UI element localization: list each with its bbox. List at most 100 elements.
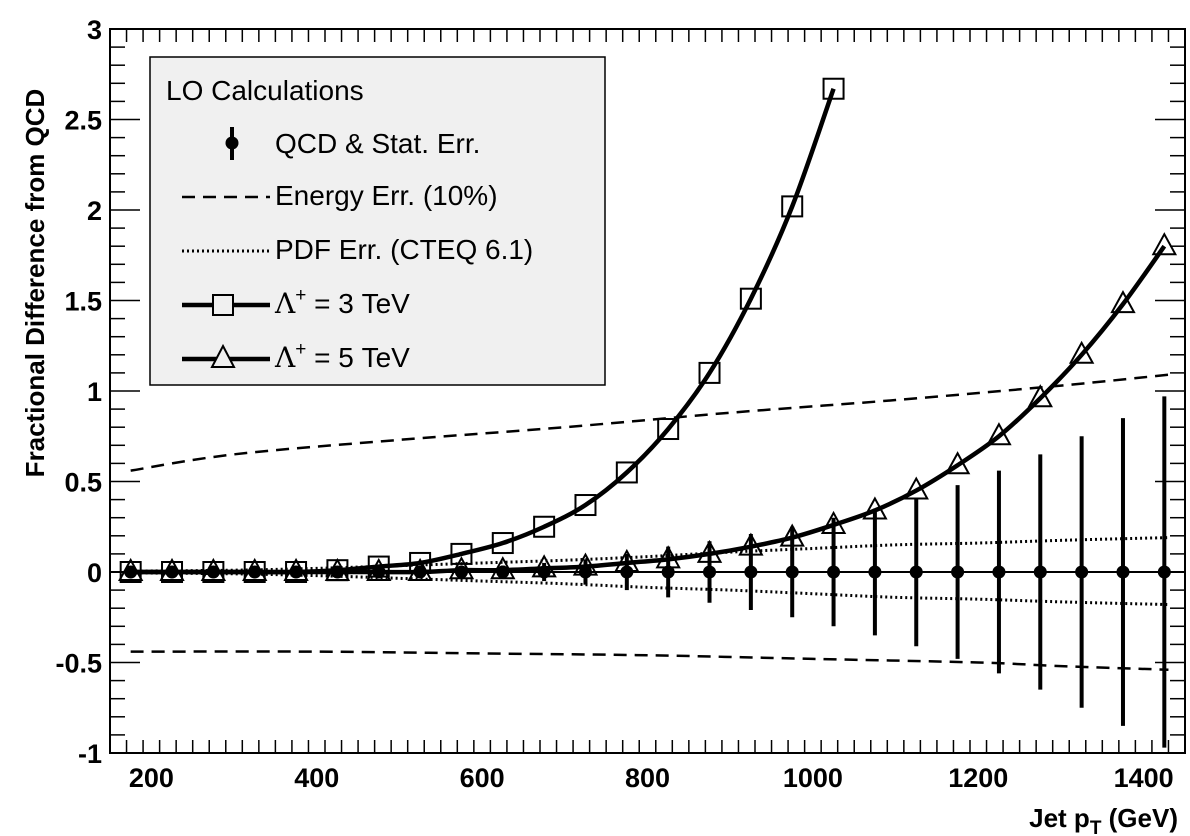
x-axis-title-suffix: (GeV): [1101, 803, 1178, 833]
qcd-point: [909, 565, 923, 579]
x-tick-label: 800: [625, 763, 670, 793]
legend-energy-label: Energy Err. (10%): [275, 180, 498, 211]
lam5-marker: [696, 539, 723, 563]
legend-lam5-symbol: Λ: [274, 341, 296, 374]
series-energy-lower: [130, 650, 1169, 671]
y-tick-label: 1.5: [64, 287, 102, 317]
qcd-point: [992, 565, 1006, 579]
lam5-marker: [407, 557, 433, 581]
qcd-point: [785, 565, 799, 579]
y-tick-label: 0: [87, 558, 102, 588]
qcd-point: [620, 565, 634, 579]
lam3-marker: [781, 195, 804, 218]
legend-lam3-text: = 3 TeV: [306, 288, 410, 319]
lam3-marker: [698, 361, 721, 384]
lam5-marker: [779, 523, 805, 547]
legend-lam5-label: Λ+ = 5 TeV: [274, 339, 410, 374]
y-tick-label: 2.5: [64, 106, 102, 136]
lam3-marker: [367, 555, 390, 578]
legend-lam3-sup: +: [295, 285, 306, 306]
y-tick-label: -0.5: [55, 649, 102, 679]
lam5-marker: [490, 556, 516, 580]
lam5-marker: [1068, 340, 1095, 364]
lam3-marker: [822, 77, 845, 100]
lam5-marker: [655, 545, 681, 569]
legend-entry-lam3: Λ+ = 3 TeV: [182, 285, 410, 320]
axes: 200 400 600 800 1000 1200 1400 -1 -0.5 0 0.5 1 1.5 2 2…: [55, 15, 1186, 793]
lam3-marker: [657, 418, 680, 441]
qcd-point: [868, 565, 882, 579]
legend-lam5-sup: +: [295, 339, 306, 360]
plot-content: [110, 77, 1185, 748]
lam5-marker: [944, 451, 971, 475]
lam5-marker: [572, 552, 599, 576]
lam5-marker: [448, 556, 475, 580]
qcd-point: [1116, 565, 1130, 579]
legend-entry-qcd: QCD & Stat. Err.: [225, 127, 480, 160]
series-energy-upper: [130, 373, 1169, 472]
legend-qcd-marker: [225, 136, 239, 150]
lam5-marker: [531, 554, 557, 578]
lam3-marker: [326, 559, 349, 582]
lam5-marker: [986, 422, 1012, 446]
lam5-marker: [1151, 232, 1178, 256]
plot-area: [110, 77, 1185, 748]
lam5-marker: [366, 557, 392, 581]
lam3-marker: [574, 494, 597, 517]
qcd-point: [744, 565, 758, 579]
legend-entry-energy: Energy Err. (10%): [182, 180, 498, 211]
lam5-marker: [738, 532, 764, 556]
legend-lam5-text: = 5 TeV: [306, 342, 410, 373]
lam3-marker: [739, 287, 762, 310]
legend-qcd-label: QCD & Stat. Err.: [275, 128, 480, 159]
lam5-marker: [1027, 384, 1053, 408]
qcd-point: [1033, 565, 1047, 579]
lam5-marker: [862, 496, 888, 520]
qcd-point: [661, 565, 675, 579]
legend: LO Calculations QCD & Stat. Err. Energy …: [149, 56, 606, 386]
qcd-point: [703, 565, 717, 579]
lam3-marker: [161, 561, 184, 583]
lam5-marker: [1110, 290, 1136, 314]
lam5-marker: [820, 510, 847, 534]
lam3-marker: [491, 532, 514, 555]
legend-header: LO Calculations: [166, 75, 364, 106]
qcd-point: [827, 565, 841, 579]
y-tick-label: 1: [87, 377, 102, 407]
y-tick-label: 3: [87, 15, 102, 45]
x-tick-label: 600: [460, 763, 505, 793]
series-lam3-line: [130, 87, 836, 575]
x-tick-label: 400: [294, 763, 339, 793]
qcd-point: [1075, 565, 1089, 579]
series-pdf-lower: [130, 571, 1169, 607]
lam3-marker: [615, 461, 638, 484]
x-tick-label: 1200: [948, 763, 1008, 793]
y-axis-title: Fractional Difference from QCD: [20, 89, 50, 478]
x-tick-label: 1400: [1114, 763, 1174, 793]
x-axis-title: Jet pT (GeV): [1029, 803, 1178, 836]
series-pdf-upper: [130, 536, 1169, 573]
legend-entry-pdf: PDF Err. (CTEQ 6.1): [182, 234, 533, 265]
legend-lam5-marker: [210, 343, 236, 368]
legend-lam3-marker: [212, 294, 234, 316]
lam3-marker: [202, 561, 225, 583]
lam5-marker: [614, 548, 640, 572]
lam5-marker: [903, 476, 929, 500]
lam3-marker: [533, 515, 556, 538]
y-tick-label: -1: [78, 739, 102, 769]
x-tick-label: 1000: [783, 763, 843, 793]
lam3-marker: [409, 551, 432, 574]
y-tick-label: 0.5: [64, 468, 102, 498]
lam3-marker: [450, 542, 473, 565]
x-axis-title-prefix: Jet p: [1029, 803, 1090, 833]
legend-lam3-label: Λ+ = 3 TeV: [274, 285, 410, 320]
legend-box: [149, 56, 606, 386]
x-tick-label: 200: [129, 763, 174, 793]
qcd-point: [951, 565, 965, 579]
x-axis-title-sub: T: [1090, 818, 1102, 836]
legend-pdf-label: PDF Err. (CTEQ 6.1): [275, 234, 533, 265]
lam3-marker: [243, 561, 266, 583]
legend-lam3-symbol: Λ: [274, 287, 296, 320]
lam3-marker: [285, 561, 308, 583]
